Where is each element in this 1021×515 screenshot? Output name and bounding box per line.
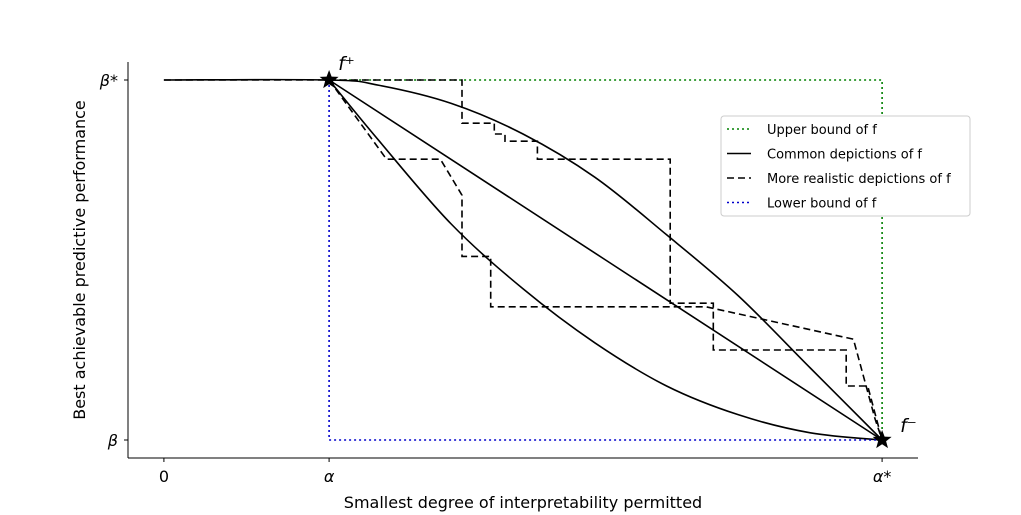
series-1-curve-0 [163,78,883,441]
x-tick-label: α* [873,467,892,486]
point-annotation: f⁺ [338,53,355,75]
legend-label: Upper bound of f [767,123,877,138]
point-markers: f⁺ f⁻ [319,53,917,449]
legend-box [720,115,971,217]
star-marker [319,70,339,89]
axes [127,62,918,459]
legend-label: More realistic depictions of f [767,172,951,187]
series-2-curve-1 [328,79,883,441]
x-tick-label: 0 [159,467,169,486]
ticks: 0 α α* β β* [99,71,892,486]
series-2-curve-0 [163,79,883,441]
y-tick-label: β* [99,71,118,90]
series-1-curve-1 [328,79,883,441]
x-axis-title: Smallest degree of interpretability perm… [344,493,702,512]
x-tick-label: α [324,467,335,486]
series-1-curve-2 [328,79,883,441]
legend-label: Common depictions of f [767,148,922,163]
legend-label: Lower bound of f [767,197,877,212]
star-marker [872,430,892,449]
series-layer [163,78,883,441]
legend: Upper bound of f Common depictions of f Mo… [720,115,971,217]
series-3-line [328,80,883,441]
point-annotation: f⁻ [900,415,917,437]
y-tick-label: β [107,431,118,450]
y-axis-title: Best achievable predictive performance [70,100,89,420]
